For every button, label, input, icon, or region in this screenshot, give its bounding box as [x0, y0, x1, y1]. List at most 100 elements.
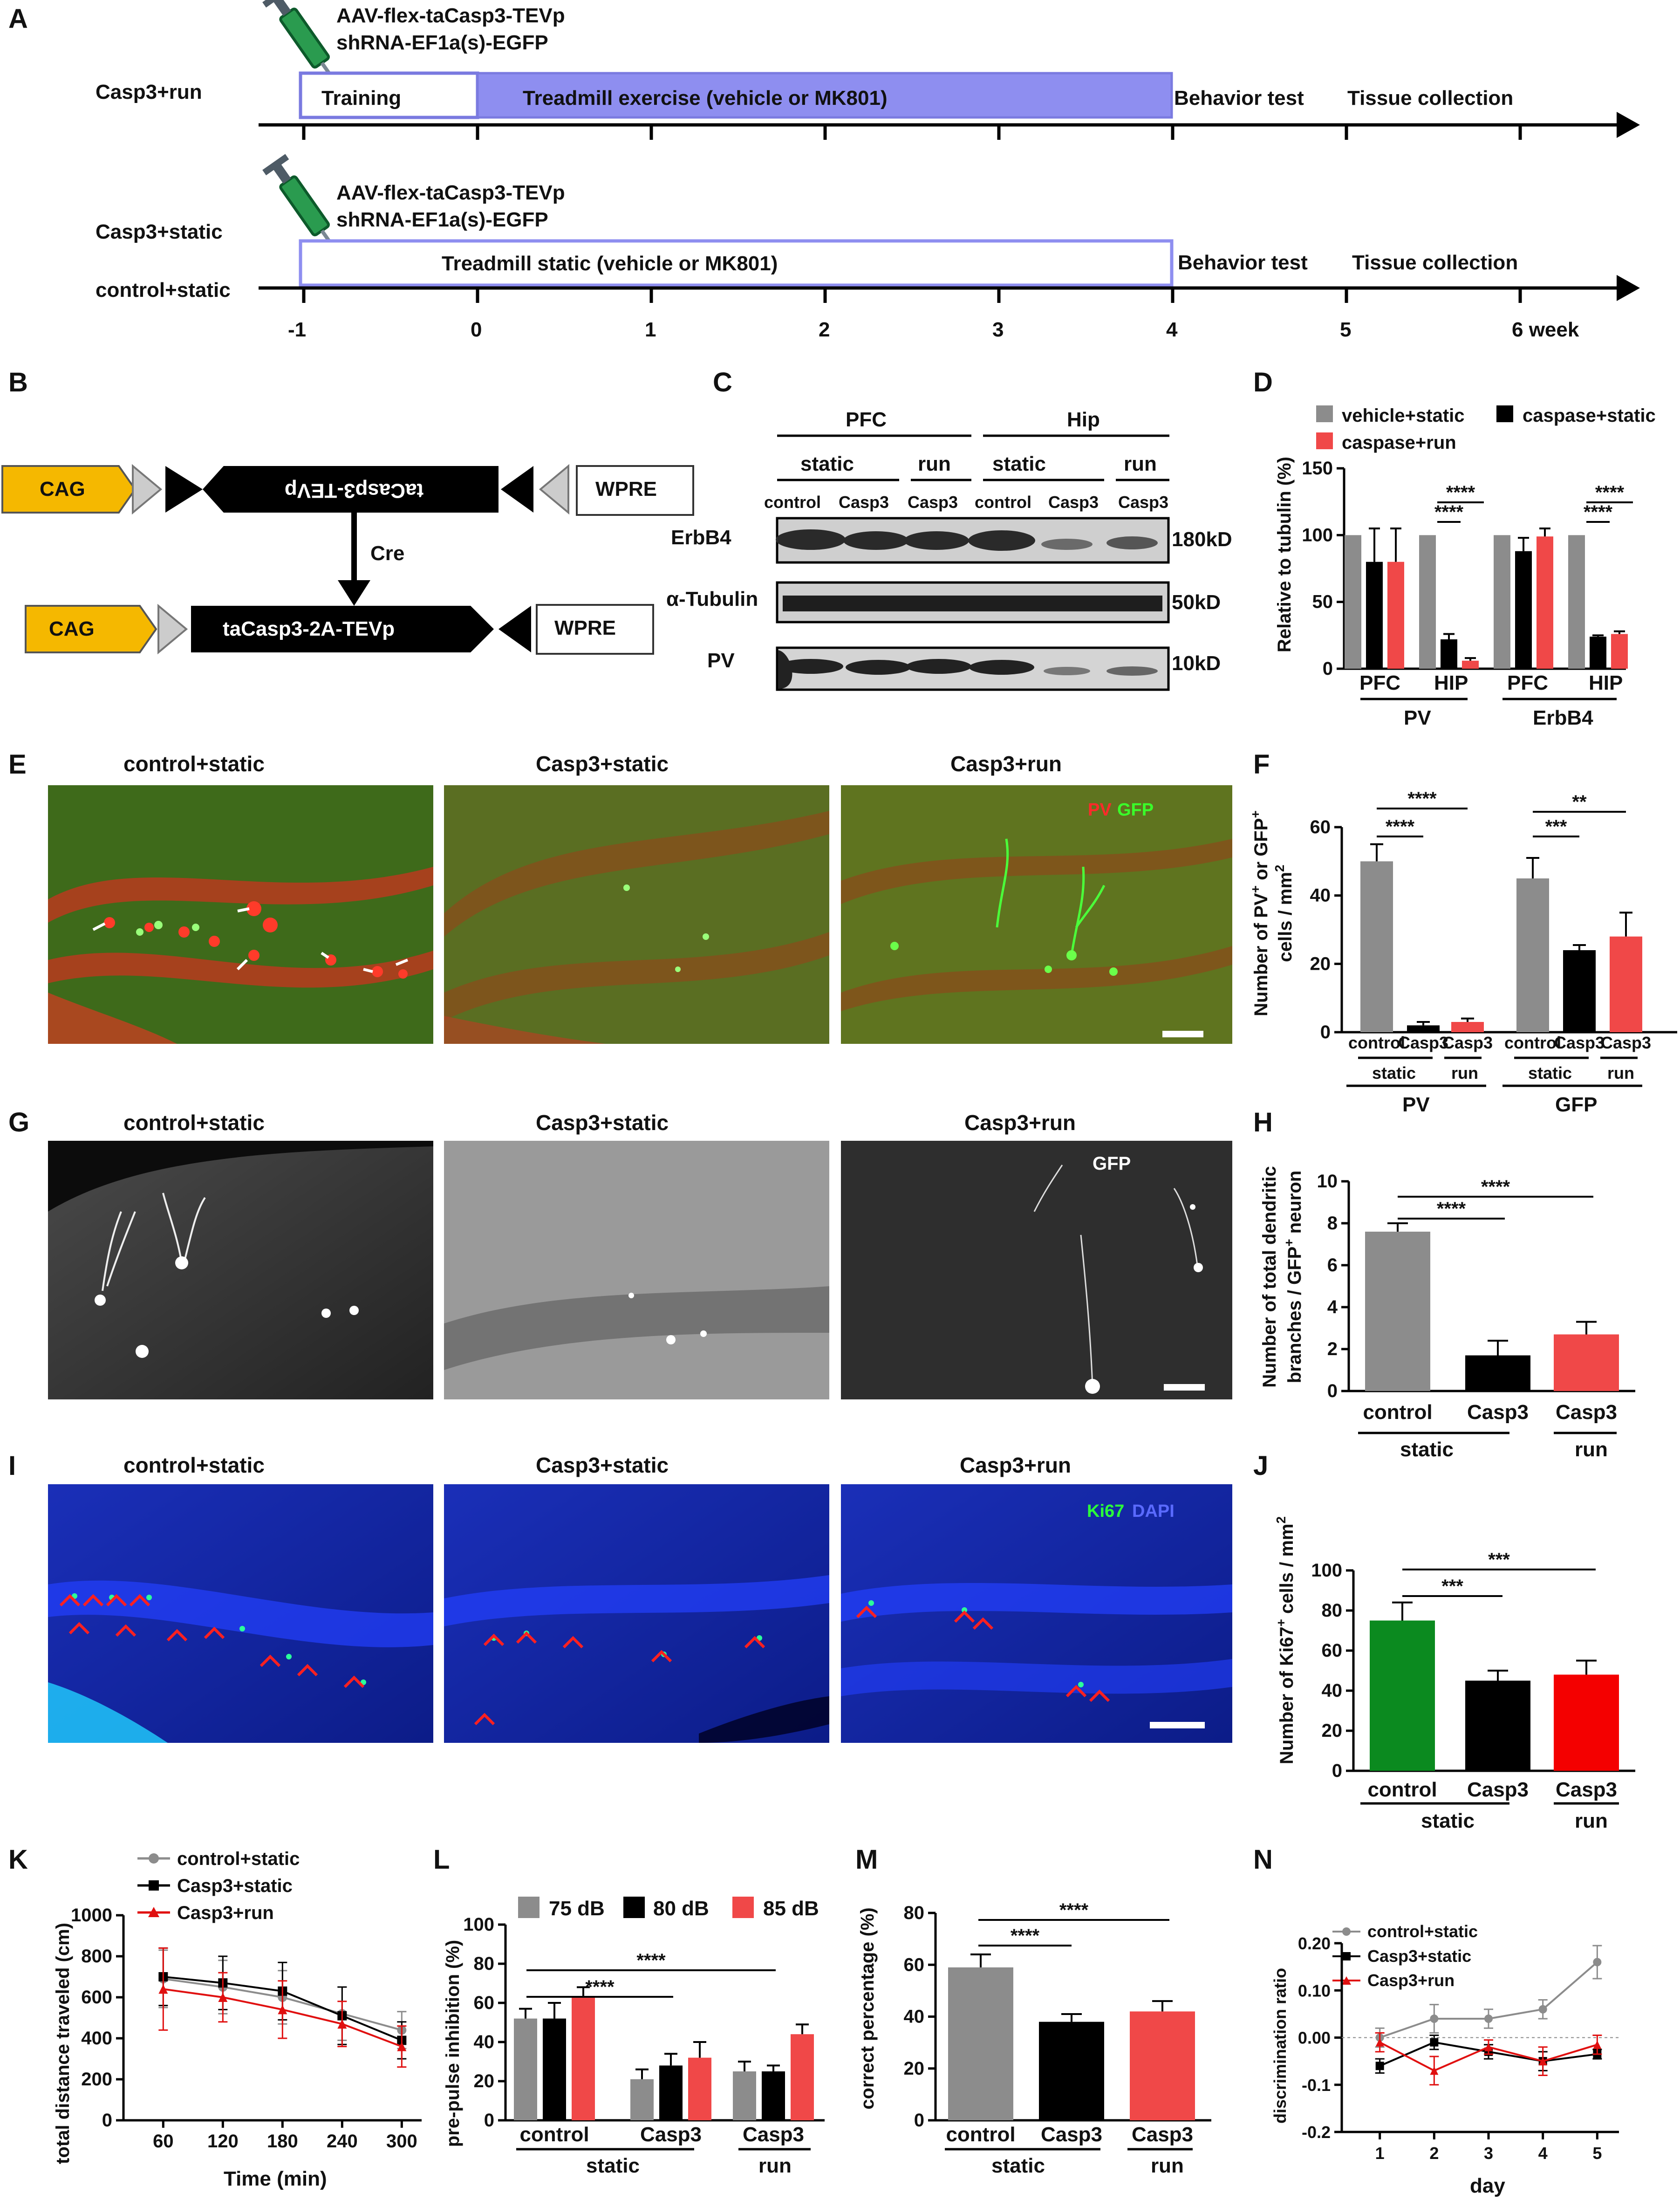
x-category-label: control [946, 2123, 1015, 2146]
y-tick-label: -0.1 [1302, 2076, 1331, 2095]
legend: control+static Casp3+static Casp3+run [137, 1849, 300, 1923]
tissue-collection-label-1: Tissue collection [1347, 87, 1513, 110]
condition-label: static [1421, 1809, 1475, 1832]
region-label-pfc: PFC [846, 408, 887, 431]
data-point [158, 1984, 168, 1994]
y-tick-label: 20 [474, 2071, 495, 2091]
condition-static: static [992, 452, 1046, 475]
scale-bar [1164, 1384, 1205, 1391]
bar [948, 1967, 1013, 2120]
x-category-label: Casp3 [1132, 2123, 1193, 2146]
group-label: ErbB4 [1533, 706, 1593, 729]
lane-label: Casp3 [908, 493, 958, 512]
y-tick-label: 50 [1312, 592, 1333, 612]
panel-l-chart: L 75 dB 80 dB 85 dB pre-pulse inhibition… [433, 1844, 825, 2177]
panel-a-timeline: A Casp3+run AAV-flex-taCasp3-TEVp shRNA-… [8, 0, 1640, 341]
micrograph-g-casp3-run: GFP [841, 1141, 1232, 1399]
row-label-control-static: control+static [96, 279, 231, 302]
image-title: Casp3+run [964, 1110, 1076, 1135]
panel-label-n: N [1253, 1844, 1273, 1875]
flipped-insert [203, 466, 499, 513]
y-tick-label: 10 [1317, 1171, 1338, 1192]
image-title: control+static [123, 752, 265, 776]
lox2272-site [499, 606, 531, 652]
bar [1441, 639, 1457, 669]
y-axis-label: correct percentage (%) [857, 1907, 878, 2109]
stain-label-ki67: Ki67 [1087, 1501, 1124, 1521]
y-tick-label: 80 [1322, 1600, 1343, 1621]
y-axis-label: Number of Ki67+ cells / mm2 [1274, 1516, 1297, 1764]
x-tick-label: 2 [1429, 2144, 1439, 2163]
x-category-label: control [1367, 1778, 1437, 1801]
panel-label-m: M [855, 1844, 878, 1875]
panel-n-chart: N control+static Casp3+static Casp3+run … [1253, 1844, 1619, 2197]
chart-k-plot: 0 200 400 600 800 1000 60 120 180 240 300 [71, 1905, 422, 2152]
y-axis-label: total distance traveled (cm) [53, 1923, 73, 2164]
legend-label: 75 dB [549, 1897, 605, 1920]
image-title: control+static [123, 1453, 265, 1477]
y-tick-label: 0 [1332, 1761, 1342, 1781]
panel-i-images: I control+static Casp3+static Casp3+run [8, 1451, 1232, 1743]
chart-j-plot: 0 20 40 60 80 100 control Casp3 Casp3 *** *** [1311, 1549, 1635, 1801]
bar [1360, 861, 1393, 1032]
x-category-label: Casp3 [1442, 1033, 1493, 1052]
stain-label-dapi: DAPI [1132, 1501, 1175, 1521]
significance-label: **** [1437, 1199, 1466, 1219]
panel-m-chart: M correct percentage (%) 0 20 40 60 80 contro… [855, 1844, 1211, 2177]
virus-name-line2: shRNA-EF1a(s)-EGFP [336, 208, 548, 231]
image-title: Casp3+static [536, 1453, 669, 1477]
x-category-label: Casp3 [640, 2123, 702, 2146]
bar [1419, 535, 1436, 669]
band-size: 180kD [1172, 528, 1232, 551]
band-size: 50kD [1172, 591, 1221, 614]
y-tick-label: 100 [1302, 525, 1333, 545]
chart-n-plot: -0.2 -0.1 0.00 0.10 0.20 1 2 3 4 5 [1298, 1934, 1619, 2163]
data-point [1430, 2066, 1439, 2075]
week-tick-label: 0 [471, 318, 482, 341]
micrograph-i-control [48, 1484, 433, 1743]
x-category-label: Casp3 [1467, 1778, 1529, 1801]
syringe-icon [262, 154, 342, 259]
significance-label: **** [1584, 502, 1613, 522]
condition-label: run [1575, 1438, 1608, 1461]
y-tick-label: 600 [81, 1987, 112, 2008]
bar [1516, 878, 1549, 1032]
lane-label: control [764, 493, 821, 512]
band-name: ErbB4 [671, 526, 731, 549]
y-axis-label: Number of total dendritic branches / GFP… [1259, 1166, 1305, 1388]
loxp-site [132, 464, 163, 515]
significance-label: **** [636, 1950, 666, 1971]
x-tick-label: 240 [327, 2131, 358, 2152]
panel-g-images: G control+static Casp3+static Casp3+run [8, 1107, 1232, 1399]
y-tick-label: 0.00 [1298, 2029, 1331, 2048]
x-category-label: Casp3 [743, 2123, 804, 2146]
x-category-label: Casp3 [1556, 1778, 1617, 1801]
significance-label: **** [1011, 1926, 1040, 1946]
y-tick-label: 800 [81, 1946, 112, 1967]
y-tick-label: 40 [1310, 885, 1331, 906]
y-tick-label: 4 [1327, 1297, 1338, 1317]
x-tick-label: 180 [267, 2131, 298, 2152]
training-box [299, 71, 479, 119]
y-axis-label: pre-pulse inhibition (%) [443, 1940, 463, 2147]
x-category-label: Casp3 [1398, 1033, 1448, 1052]
y-tick-label: 100 [463, 1914, 494, 1935]
y-tick-label: 0 [914, 2110, 924, 2131]
stain-label-gfp: GFP [1117, 800, 1154, 820]
svg-text:Number of PV+ or GFP+: Number of PV+ or GFP+ [1248, 810, 1271, 1016]
treadmill-exercise-label: Treadmill exercise (vehicle or MK801) [523, 87, 888, 110]
group-label: GFP [1555, 1093, 1597, 1116]
condition-label: run [1575, 1809, 1608, 1832]
data-point [1484, 2015, 1493, 2023]
lane-label: Casp3 [1118, 493, 1168, 512]
x-category-label: Casp3 [1556, 1401, 1617, 1424]
significance-label: **** [1434, 502, 1464, 522]
significance-label: **** [1446, 482, 1475, 503]
y-tick-label: 0 [1323, 658, 1333, 679]
timeline-axis-2 [259, 275, 1640, 303]
significance-label: *** [1441, 1576, 1463, 1597]
week-tick-label: 6 week [1512, 318, 1579, 341]
panel-label-j: J [1253, 1451, 1268, 1481]
